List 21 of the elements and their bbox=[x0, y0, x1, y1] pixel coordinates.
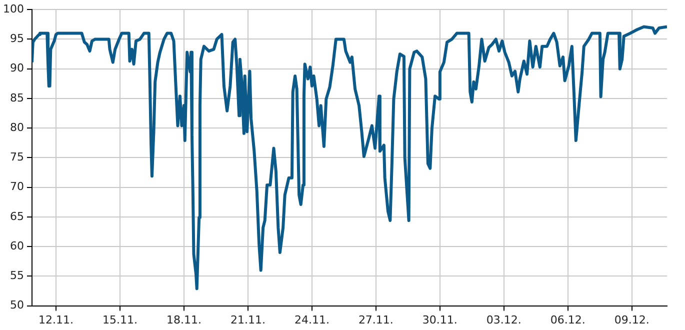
y-tick-label: 60 bbox=[10, 239, 24, 252]
x-tick-label: 27.11. bbox=[358, 313, 394, 326]
y-tick-label: 50 bbox=[10, 298, 24, 312]
x-tick-label: 24.11. bbox=[294, 313, 330, 326]
y-tick-label: 85 bbox=[10, 91, 24, 104]
x-tick-label: 21.11. bbox=[230, 313, 266, 326]
x-tick-label: 15.11. bbox=[102, 313, 138, 326]
x-tick-label: 03.12. bbox=[486, 313, 522, 326]
x-tick-label: 30.11. bbox=[422, 313, 458, 326]
y-tick-label: 75 bbox=[10, 150, 24, 164]
y-tick-label: 55 bbox=[10, 269, 24, 282]
x-tick-label: 09.12. bbox=[614, 313, 650, 326]
x-tick-label: 06.12. bbox=[550, 313, 586, 326]
y-tick-label: 65 bbox=[10, 210, 24, 223]
x-tick-label: 18.11. bbox=[166, 313, 202, 326]
y-tick-label: 80 bbox=[10, 120, 24, 134]
y-tick-label: 90 bbox=[10, 62, 24, 75]
y-tick-label: 100 bbox=[2, 2, 24, 16]
y-tick-label: 70 bbox=[10, 180, 24, 194]
y-tick-label: 95 bbox=[10, 32, 24, 46]
x-tick-label: 12.11. bbox=[38, 313, 74, 326]
